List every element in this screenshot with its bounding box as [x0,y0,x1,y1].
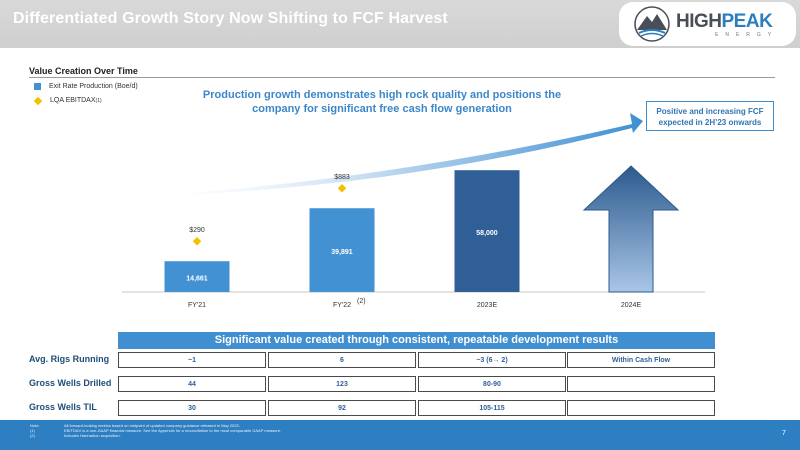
bar-value-label: 14,661 [186,276,208,283]
note-marker: (2) [30,433,35,438]
table-cell: 30 [118,400,266,416]
note-marker: Note: [30,423,40,428]
table-cell: Within Cash Flow [567,352,715,368]
logo-subtitle: ENERGY [715,32,779,38]
table-cell: 92 [268,400,416,416]
footer-band [0,420,800,450]
table-cell [567,400,715,416]
growth-up-arrow [582,165,680,293]
production-chart: 14,661 $290 FY'21 39,891 $883 FY'22 (2) 58,000 2… [122,113,705,309]
category-label: 2023E [477,302,498,309]
table-cell: 6 [268,352,416,368]
note-text: EBITDAX is a non-GAAP financial measure.… [64,428,282,433]
table-row-label: Gross Wells TIL [29,402,97,412]
headline: Production growth demonstrates high rock… [196,88,568,116]
ebitdax-label: $883 [334,174,350,181]
bar-value-label: 58,000 [476,230,498,237]
bar-value-label: 39,891 [331,249,353,256]
table-row-label: Avg. Rigs Running [29,354,110,364]
table-row-label: Gross Wells Drilled [29,378,112,388]
fcf-callout: Positive and increasing FCF expected in … [646,101,774,131]
growth-swoosh-arrow [152,113,643,196]
note-text: Includes Hannathon acquisition. [64,433,121,438]
production-bar [309,208,375,292]
legend-production-label: Exit Rate Production (Boe/d) [49,83,138,90]
category-label: FY'22 [333,302,351,309]
page-number: 7 [782,430,786,437]
table-cell [567,376,715,392]
table-cell: 123 [268,376,416,392]
note-marker: (1) [30,428,35,433]
ebitdax-label: $290 [189,227,205,234]
mountain-logo-icon [634,6,670,42]
category-footnote: (2) [357,298,366,305]
table-title: Significant value created through consis… [118,332,715,349]
table-cell: ~3 (6→ 2) [418,352,566,368]
ebitdax-diamond [337,183,347,193]
table-cell: ~1 [118,352,266,368]
category-label: FY'21 [188,302,206,309]
table-cell: 44 [118,376,266,392]
legend-ebitdax-label: LQA EBITDAX [50,97,96,104]
table-cell: 80-90 [418,376,566,392]
headline-line-1: Production growth demonstrates high rock… [202,89,562,101]
section-divider [29,77,775,78]
legend-ebitdax: LQA EBITDAX (1) [33,96,102,105]
slide-title: Differentiated Growth Story Now Shifting… [13,10,448,27]
ebitdax-diamond [192,236,202,246]
production-bar [454,170,520,292]
logo-wordmark: HIGHPEAK [676,11,773,32]
production-bar [164,261,230,292]
legend-ebitdax-footnote: (1) [95,97,102,104]
section-label: Value Creation Over Time [29,66,138,76]
legend-production: Exit Rate Production (Boe/d) [34,83,138,90]
callout-line-1: Positive and increasing FCF [656,107,764,116]
note-text: All forward-looking metrics based on mid… [64,423,240,428]
header-band: Differentiated Growth Story Now Shifting… [0,0,800,48]
footnotes: Note: All forward-looking metrics based o… [30,423,281,438]
company-logo: HIGHPEAK ENERGY [619,2,796,46]
legend-bar-swatch [34,83,41,90]
table-cell: 105-115 [418,400,566,416]
callout-line-2: expected in 2H’23 onwards [658,118,762,127]
category-label: 2024E [621,302,642,309]
headline-line-2: company for significant free cash flow g… [252,103,512,115]
